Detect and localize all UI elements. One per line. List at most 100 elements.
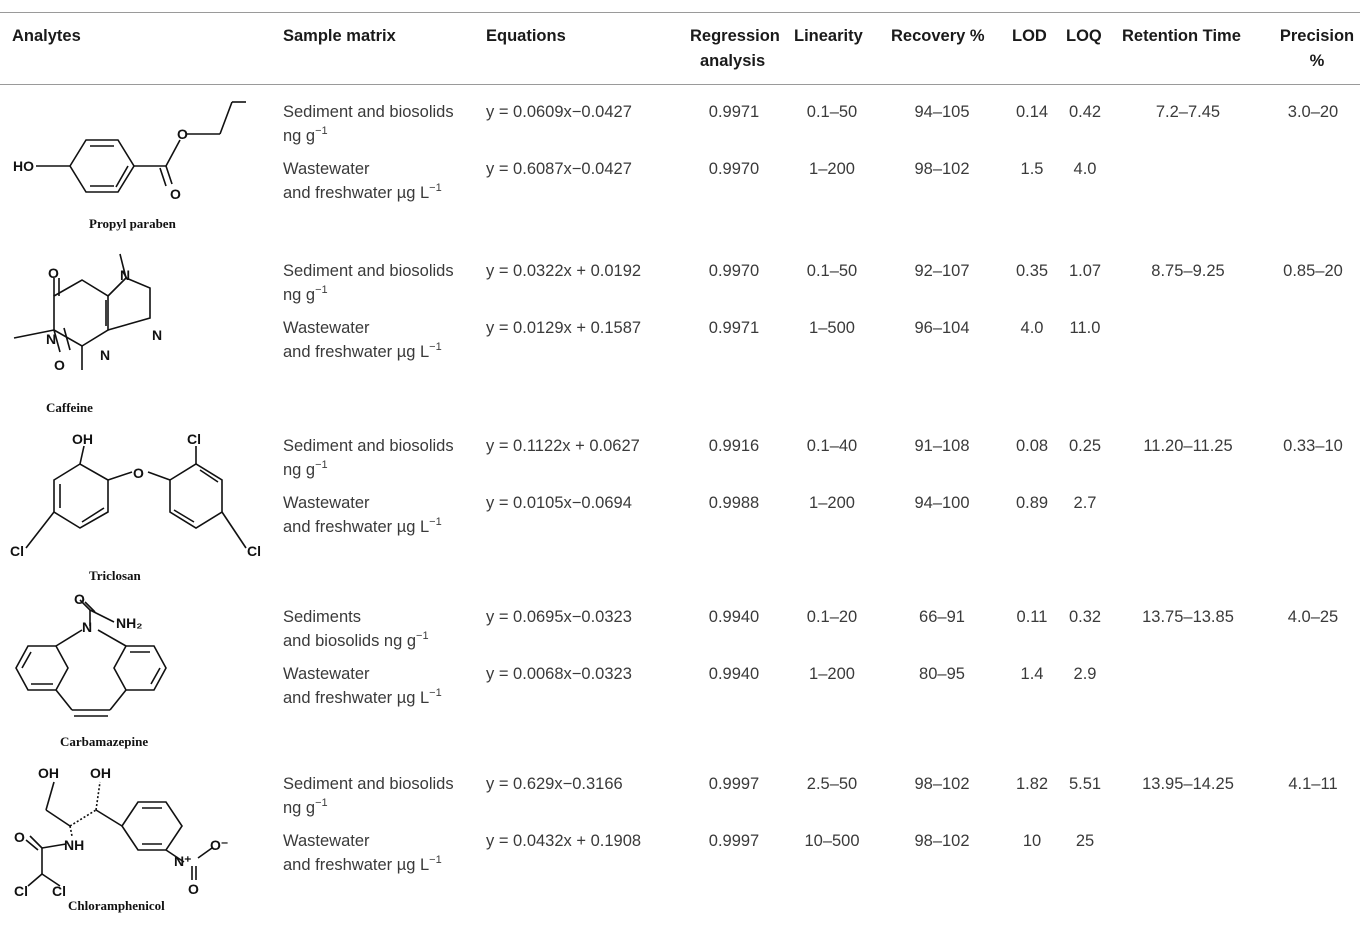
sample-matrix-line2: and freshwater µg L−1 xyxy=(283,340,442,364)
header-lod: LOD xyxy=(1012,27,1047,45)
atom-ho: HO xyxy=(13,158,34,174)
loq-cell: 0.25 xyxy=(1068,437,1102,455)
sample-matrix-unit: ng g xyxy=(283,286,316,304)
header-regression-line1: Regression xyxy=(690,27,780,45)
header-regression-line2: analysis xyxy=(700,52,766,70)
equation-cell: y = 0.0105x−0.0694 xyxy=(486,494,632,512)
header-linearity: Linearity xyxy=(794,27,863,45)
retention-time-cell: 13.75–13.85 xyxy=(1142,608,1234,626)
header-sample-matrix: Sample matrix xyxy=(283,27,396,45)
regression-cell: 0.9940 xyxy=(708,665,760,683)
triclosan-structure: OH Cl O Cl Cl Triclosan xyxy=(0,424,270,595)
equation-cell: y = 0.1122x + 0.0627 xyxy=(486,437,640,455)
sample-matrix-line1: Wastewater xyxy=(283,665,370,683)
sample-matrix-cell: Wastewater and freshwater µg L−1 xyxy=(283,829,442,877)
sample-matrix-line2: ng g−1 xyxy=(283,283,454,307)
loq-cell: 2.7 xyxy=(1073,494,1097,512)
sample-matrix-unit: and freshwater µg L xyxy=(283,856,430,874)
lod-cell: 0.89 xyxy=(1015,494,1049,512)
molecule-name-propyl-paraben: Propyl paraben xyxy=(89,216,177,231)
sample-matrix-line2: ng g−1 xyxy=(283,458,454,482)
sample-matrix-cell: Sediment and biosolids ng g−1 xyxy=(283,259,454,307)
table-top-rule xyxy=(0,12,1360,13)
unit-exponent: −1 xyxy=(429,515,442,528)
header-recovery: Recovery % xyxy=(891,27,985,45)
linearity-cell: 2.5–50 xyxy=(806,775,858,793)
equation-cell: y = 0.6087x−0.0427 xyxy=(486,160,632,178)
triclosan-svg: OH Cl O Cl Cl Triclosan xyxy=(10,431,261,583)
loq-cell: 0.32 xyxy=(1068,608,1102,626)
linearity-cell: 1–500 xyxy=(809,319,855,337)
lod-cell: 0.35 xyxy=(1015,262,1049,280)
atom-nh: NH xyxy=(64,837,84,853)
linearity-cell: 1–200 xyxy=(809,665,855,683)
linearity-cell: 0.1–50 xyxy=(806,262,858,280)
linearity-cell: 0.1–50 xyxy=(806,103,858,121)
linearity-cell: 0.1–20 xyxy=(806,608,858,626)
sample-matrix-line1: Wastewater xyxy=(283,832,370,850)
atom-nh2: NH₂ xyxy=(116,615,142,631)
molecule-name-chloramphenicol: Chloramphenicol xyxy=(68,898,165,913)
equation-cell: y = 0.0695x−0.0323 xyxy=(486,608,632,626)
sample-matrix-cell: Sediment and biosolids ng g−1 xyxy=(283,100,454,148)
header-analytes: Analytes xyxy=(12,27,81,45)
regression-cell: 0.9997 xyxy=(708,775,760,793)
retention-time-cell: 8.75–9.25 xyxy=(1151,262,1225,280)
atom-n-plus: N⁺ xyxy=(174,853,192,869)
sample-matrix-cell: Wastewater and freshwater µg L−1 xyxy=(283,316,442,364)
unit-exponent: −1 xyxy=(416,629,429,642)
atom-o: O xyxy=(133,465,144,481)
precision-cell: 4.1–11 xyxy=(1288,775,1338,793)
equation-cell: y = 0.0609x−0.0427 xyxy=(486,103,632,121)
sample-matrix-cell: Wastewater and freshwater µg L−1 xyxy=(283,662,442,710)
header-loq: LOQ xyxy=(1066,27,1102,45)
caffeine-svg: O N N N N O Caffeine xyxy=(13,253,162,415)
sample-matrix-line2: ng g−1 xyxy=(283,124,454,148)
unit-exponent: −1 xyxy=(315,283,328,296)
lod-cell: 1.4 xyxy=(1020,665,1044,683)
sample-matrix-line2: and freshwater µg L−1 xyxy=(283,853,442,877)
loq-cell: 4.0 xyxy=(1073,160,1097,178)
sample-matrix-line2: ng g−1 xyxy=(283,796,454,820)
unit-exponent: −1 xyxy=(315,458,328,471)
sample-matrix-line2: and biosolids ng g−1 xyxy=(283,629,429,653)
sample-matrix-unit: and freshwater µg L xyxy=(283,518,430,536)
unit-exponent: −1 xyxy=(429,686,442,699)
chloramphenicol-structure: OH OH NH O N⁺ O⁻ O Cl Cl Chloramphenicol xyxy=(0,762,250,933)
sample-matrix-line2: and freshwater µg L−1 xyxy=(283,181,442,205)
molecule-name-caffeine: Caffeine xyxy=(46,400,93,415)
regression-cell: 0.9971 xyxy=(708,103,760,121)
atom-cl: Cl xyxy=(247,543,261,559)
molecule-name-triclosan: Triclosan xyxy=(89,568,142,583)
sample-matrix-cell: Wastewater and freshwater µg L−1 xyxy=(283,491,442,539)
recovery-cell: 91–108 xyxy=(914,437,970,455)
lod-cell: 0.14 xyxy=(1015,103,1049,121)
atom-n: N xyxy=(46,331,56,347)
table-header-rule xyxy=(0,84,1360,85)
sample-matrix-line1: Sediments xyxy=(283,608,361,626)
atom-cl: Cl xyxy=(10,543,24,559)
retention-time-cell: 11.20–11.25 xyxy=(1143,437,1233,455)
linearity-cell: 1–200 xyxy=(809,160,855,178)
sample-matrix-unit: ng g xyxy=(283,461,316,479)
unit-exponent: −1 xyxy=(315,124,328,137)
atom-oh: OH xyxy=(72,431,93,447)
regression-cell: 0.9916 xyxy=(708,437,760,455)
regression-cell: 0.9997 xyxy=(708,832,760,850)
sample-matrix-unit: and freshwater µg L xyxy=(283,343,430,361)
sample-matrix-unit: ng g xyxy=(283,127,316,145)
sample-matrix-cell: Sediment and biosolids ng g−1 xyxy=(283,434,454,482)
lod-cell: 1.5 xyxy=(1020,160,1044,178)
equation-cell: y = 0.0322x + 0.0192 xyxy=(486,262,642,280)
atom-o: O xyxy=(188,881,199,897)
header-precision: Precision % xyxy=(1276,24,1358,74)
recovery-cell: 80–95 xyxy=(919,665,965,683)
retention-time-cell: 13.95–14.25 xyxy=(1142,775,1234,793)
loq-cell: 2.9 xyxy=(1073,665,1097,683)
sample-matrix-line1: Wastewater xyxy=(283,494,370,512)
atom-oh: OH xyxy=(38,765,59,781)
loq-cell: 5.51 xyxy=(1068,775,1102,793)
precision-cell: 0.85–20 xyxy=(1283,262,1343,280)
recovery-cell: 92–107 xyxy=(914,262,970,280)
header-regression: Regression analysis xyxy=(690,24,780,74)
